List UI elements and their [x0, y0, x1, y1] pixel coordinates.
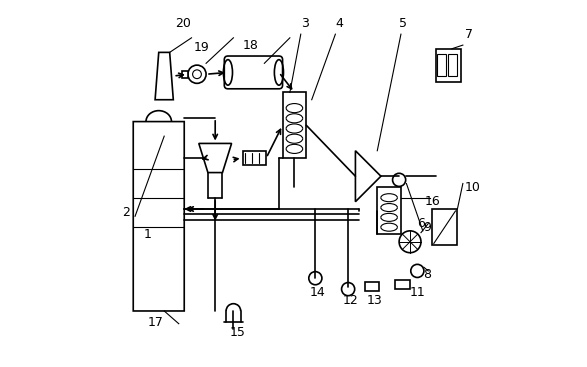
Text: 2: 2 — [122, 206, 130, 219]
Text: 7: 7 — [465, 28, 473, 41]
Bar — [242, 151, 266, 165]
Text: 17: 17 — [148, 316, 164, 328]
Text: 18: 18 — [242, 39, 258, 52]
FancyBboxPatch shape — [224, 56, 282, 89]
Text: 14: 14 — [310, 286, 326, 299]
Text: 19: 19 — [193, 41, 209, 54]
Text: 11: 11 — [410, 286, 426, 299]
Text: 4: 4 — [335, 17, 343, 30]
Bar — [282, 92, 306, 158]
FancyBboxPatch shape — [133, 121, 184, 311]
Bar — [365, 282, 379, 291]
Text: 9: 9 — [423, 221, 431, 234]
Text: 20: 20 — [175, 17, 191, 30]
Text: 13: 13 — [366, 294, 382, 307]
Text: 5: 5 — [399, 17, 407, 30]
Text: 10: 10 — [465, 181, 481, 194]
Text: 12: 12 — [343, 294, 359, 307]
Text: 16: 16 — [424, 195, 440, 208]
Bar — [436, 49, 461, 81]
Text: 15: 15 — [230, 327, 245, 339]
Bar — [396, 280, 410, 289]
Bar — [448, 54, 457, 76]
Bar — [432, 209, 457, 246]
Bar — [377, 187, 401, 235]
Text: 8: 8 — [423, 268, 431, 281]
Text: 6: 6 — [417, 217, 425, 230]
Text: 1: 1 — [144, 228, 152, 241]
Bar — [437, 54, 447, 76]
FancyBboxPatch shape — [183, 70, 188, 78]
Text: 3: 3 — [301, 17, 309, 30]
